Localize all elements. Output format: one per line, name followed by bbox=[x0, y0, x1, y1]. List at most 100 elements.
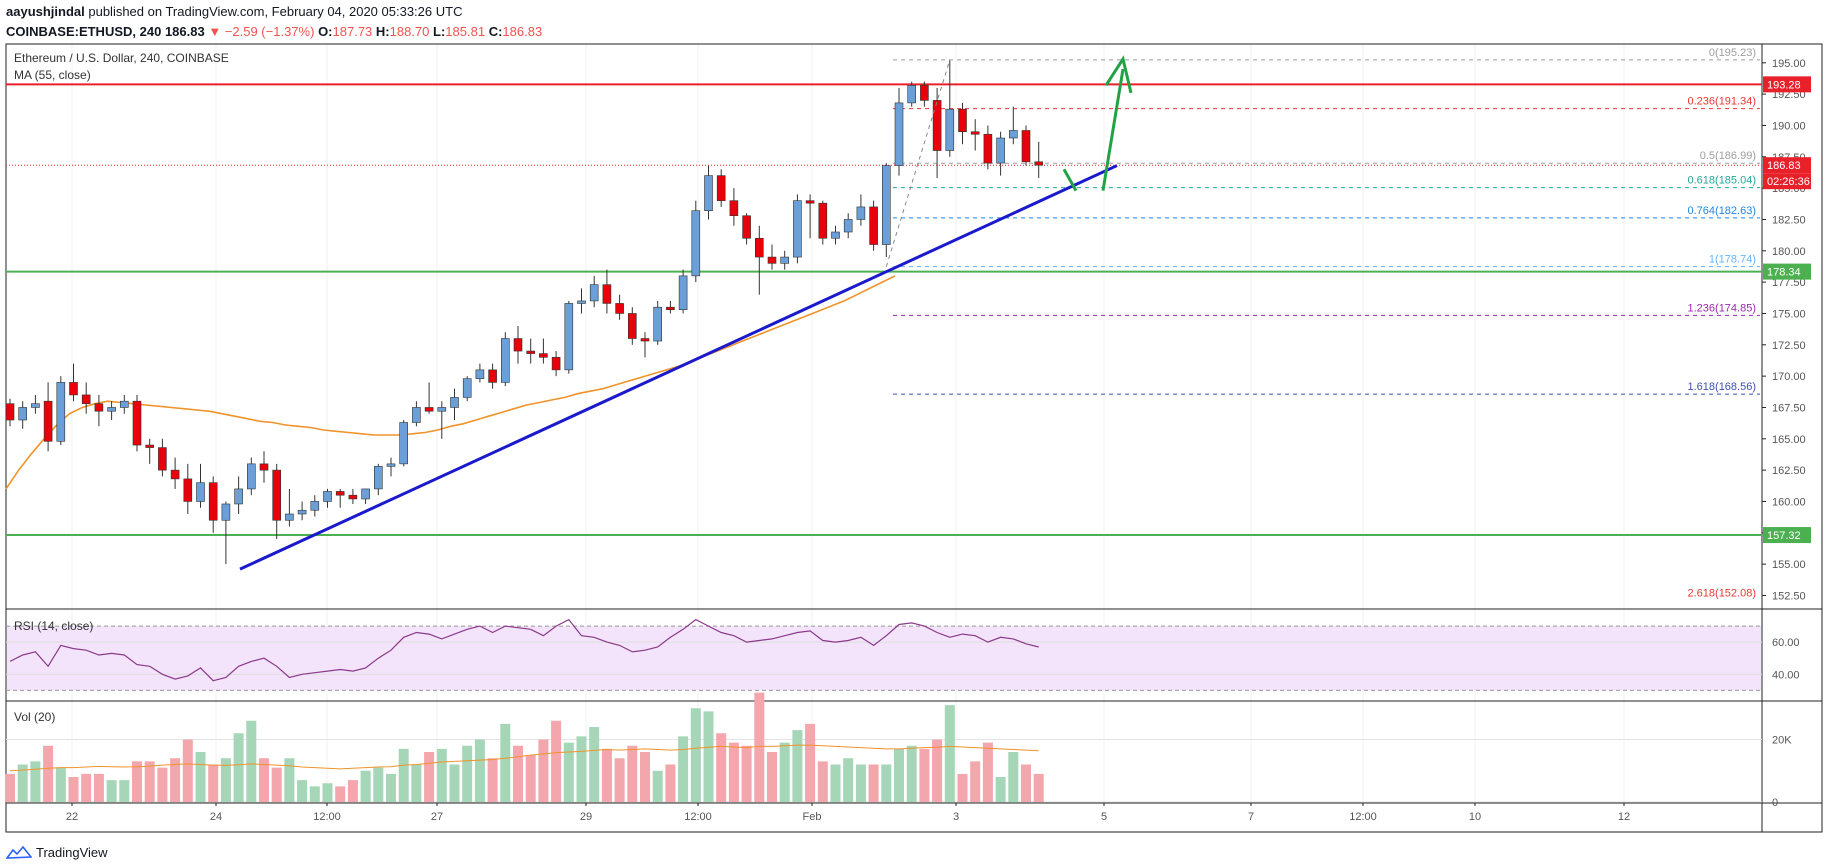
bounce-arrow-icon bbox=[1062, 168, 1078, 192]
price-tick-label: 165.00 bbox=[1772, 434, 1806, 446]
chart-header: aayushjindal published on TradingView.co… bbox=[6, 2, 1822, 42]
candle-up bbox=[399, 422, 409, 465]
candle-up bbox=[945, 108, 955, 151]
volume-bar bbox=[640, 752, 650, 802]
candle-up bbox=[793, 200, 802, 258]
symbol: COINBASE:ETHUSD, 240 bbox=[6, 24, 162, 39]
volume-bar bbox=[855, 764, 866, 802]
candle-down bbox=[742, 215, 751, 239]
volume-bar bbox=[970, 761, 981, 802]
price-tick-label: 170.00 bbox=[1772, 371, 1806, 383]
candle-down bbox=[627, 313, 637, 339]
candle-up bbox=[1008, 130, 1018, 139]
volume-bar bbox=[81, 773, 92, 802]
candle-up bbox=[577, 300, 586, 304]
publish-text: published on TradingView.com, February 0… bbox=[84, 4, 463, 19]
candle-up bbox=[462, 378, 472, 398]
price-tick-label: 177.50 bbox=[1772, 277, 1806, 289]
footer: TradingView bbox=[6, 842, 108, 862]
time-tick-label: 5 bbox=[1101, 811, 1107, 823]
candle-down bbox=[958, 108, 967, 133]
time-tick-label: 7 bbox=[1248, 811, 1254, 823]
price-tick-label: 175.00 bbox=[1772, 308, 1806, 320]
candle-down bbox=[81, 394, 91, 405]
candle-down bbox=[932, 100, 942, 151]
candle-down bbox=[170, 469, 180, 480]
price-label-box bbox=[1763, 157, 1811, 174]
price-tick-label: 182.50 bbox=[1772, 214, 1806, 226]
candle-up bbox=[437, 407, 447, 412]
symbol-line: COINBASE:ETHUSD, 240 186.83 ▼ −2.59 (−1.… bbox=[6, 22, 1822, 42]
price-change: ▼ −2.59 (−1.37%) bbox=[208, 24, 315, 39]
candle-up bbox=[653, 306, 663, 342]
volume-bar bbox=[93, 773, 104, 802]
legend-ma: MA (55, close) bbox=[14, 68, 91, 82]
volume-bar bbox=[767, 752, 777, 802]
candle-up bbox=[678, 275, 688, 311]
candle-down bbox=[1034, 161, 1043, 166]
rsi-band bbox=[7, 626, 1761, 691]
volume-bar bbox=[373, 767, 384, 802]
volume-bar bbox=[322, 783, 333, 802]
candle-up bbox=[386, 463, 396, 467]
volume-bar bbox=[182, 739, 193, 802]
volume-bar bbox=[271, 767, 282, 802]
candle-down bbox=[615, 303, 624, 314]
candle-up bbox=[120, 400, 129, 408]
candle-down bbox=[818, 202, 828, 239]
candle-up bbox=[234, 488, 243, 505]
candle-up bbox=[18, 407, 28, 421]
high-value: 188.70 bbox=[389, 24, 430, 39]
volume-bar bbox=[894, 748, 904, 802]
candle-up bbox=[310, 501, 320, 511]
volume-bar bbox=[233, 733, 244, 802]
volume-bar bbox=[284, 758, 295, 802]
candle-down bbox=[158, 447, 167, 471]
volume-bar bbox=[982, 742, 993, 802]
volume-bar bbox=[830, 764, 841, 802]
candle-down bbox=[602, 284, 612, 304]
candle-up bbox=[196, 482, 205, 502]
time-tick-label: 12 bbox=[1618, 811, 1630, 823]
volume-ma-line bbox=[9, 744, 1039, 772]
open-value: 187.73 bbox=[332, 24, 373, 39]
price-label-text: 178.34 bbox=[1767, 267, 1801, 279]
volume-bar bbox=[5, 773, 15, 802]
candle-down bbox=[208, 482, 218, 521]
candle-down bbox=[920, 85, 929, 101]
volume-bar bbox=[906, 745, 917, 802]
volume-bar bbox=[462, 745, 473, 802]
candle-down bbox=[754, 237, 764, 258]
volume-bar bbox=[449, 764, 460, 802]
volume-bar bbox=[208, 764, 219, 802]
legend-title: Ethereum / U.S. Dollar, 240, COINBASE bbox=[14, 51, 229, 65]
time-tick-label: 27 bbox=[431, 811, 443, 823]
last-price: 186.83 bbox=[164, 24, 205, 39]
author-name[interactable]: aayushjindal bbox=[6, 4, 85, 19]
candle-up bbox=[297, 509, 307, 515]
candle-down bbox=[869, 206, 878, 245]
candle-down bbox=[335, 491, 345, 496]
candle-up bbox=[996, 137, 1005, 164]
candle-up bbox=[285, 513, 294, 521]
volume-bar bbox=[843, 758, 854, 802]
volume-bar bbox=[932, 739, 943, 802]
brand-name[interactable]: TradingView bbox=[36, 844, 108, 860]
trend-line bbox=[239, 164, 1118, 571]
candle-up bbox=[361, 488, 370, 500]
price-label-text: 193.28 bbox=[1767, 79, 1801, 91]
volume-bar bbox=[360, 770, 371, 802]
volume-bar bbox=[995, 777, 1006, 802]
fib-level-label: 0.236(191.34) bbox=[1688, 96, 1757, 108]
fib-level-label: 0.5(186.99) bbox=[1700, 150, 1756, 162]
fib-level-label: 0.618(185.04) bbox=[1688, 175, 1757, 187]
volume-bar bbox=[525, 755, 536, 802]
fib-level-label: 1(178.74) bbox=[1709, 254, 1756, 266]
candle-up bbox=[373, 466, 383, 490]
candle-up bbox=[856, 206, 866, 220]
moving-average-line bbox=[5, 275, 896, 490]
volume-bar bbox=[513, 745, 523, 802]
price-label-box bbox=[1763, 76, 1811, 93]
candle-down bbox=[513, 338, 523, 352]
